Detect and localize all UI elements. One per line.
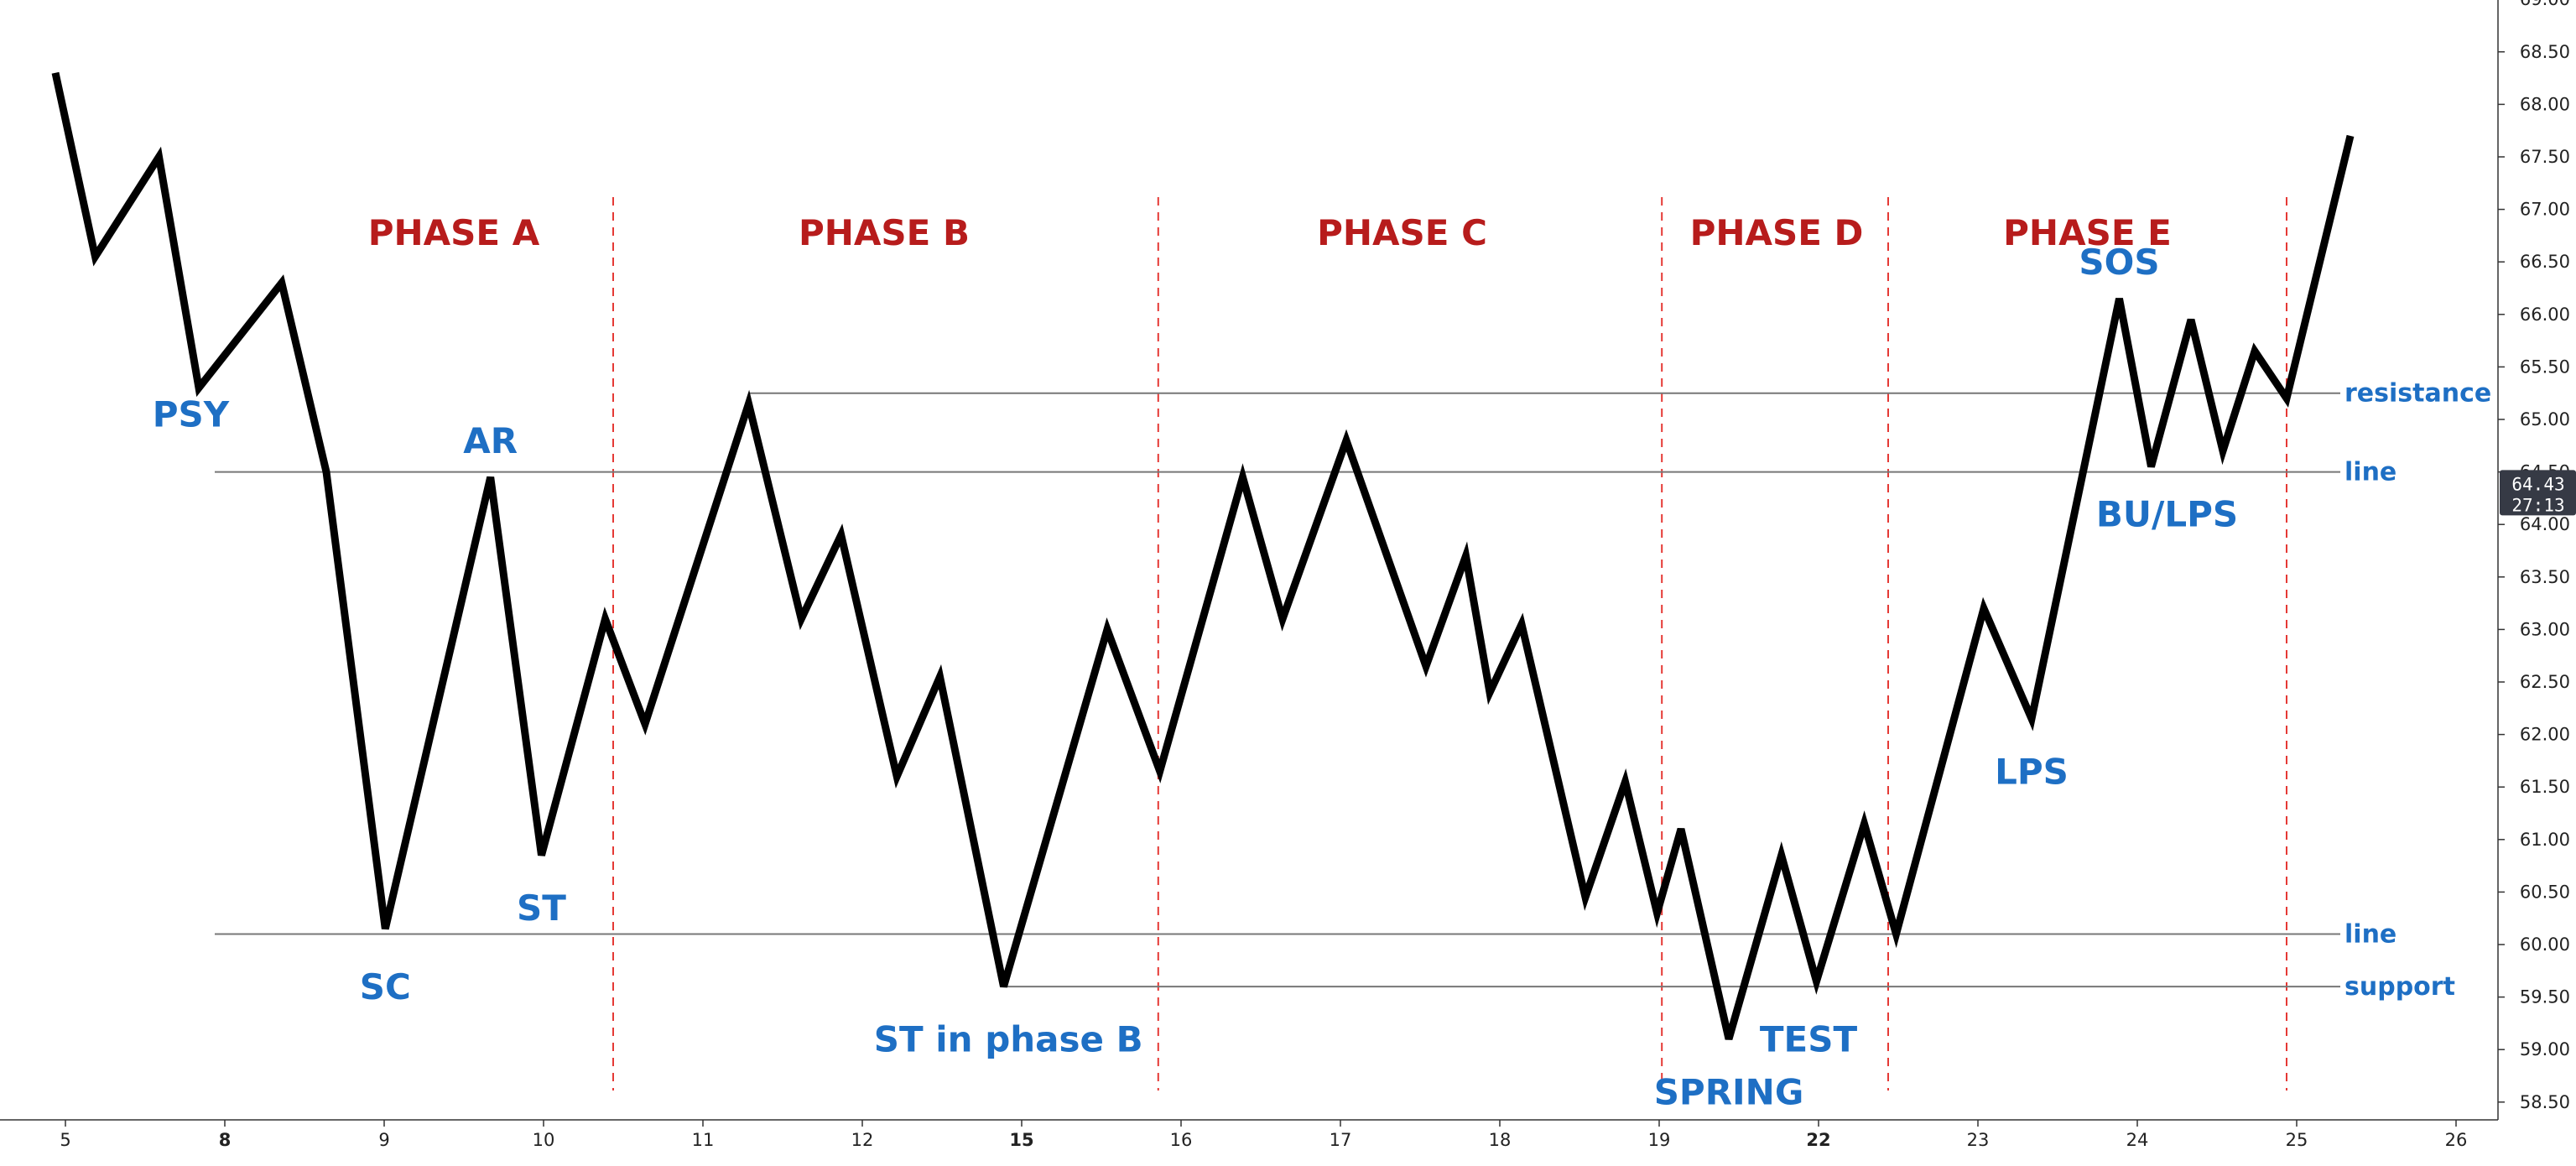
y-tick-label: 67.00 bbox=[2520, 200, 2570, 220]
event-label: ST in phase B bbox=[874, 1019, 1143, 1060]
level-label: resistance bbox=[2344, 379, 2491, 409]
phase-label: PHASE A bbox=[368, 212, 540, 253]
price-line bbox=[51, 71, 2355, 1040]
y-tick-label: 64.00 bbox=[2520, 514, 2570, 534]
x-tick-label: 17 bbox=[1330, 1130, 1352, 1150]
x-tick-label: 11 bbox=[692, 1130, 715, 1150]
y-tick-label: 69.00 bbox=[2520, 0, 2570, 9]
x-tick-label: 10 bbox=[533, 1130, 555, 1150]
y-tick-label: 66.50 bbox=[2520, 252, 2570, 272]
event-label: SPRING bbox=[1654, 1071, 1804, 1112]
price-badge-bg bbox=[2500, 470, 2576, 516]
x-tick-label: 8 bbox=[219, 1130, 232, 1150]
y-tick-label: 63.50 bbox=[2520, 567, 2570, 587]
phase-dividers bbox=[612, 197, 2287, 1091]
event-label: ST bbox=[517, 888, 566, 929]
y-tick-label: 68.50 bbox=[2520, 42, 2570, 62]
x-tick-label: 16 bbox=[1170, 1130, 1193, 1150]
y-axis: 58.50 59.00 59.50 60.00 60.50 61.00 61.50 62.00… bbox=[2497, 0, 2570, 1120]
x-tick-label: 26 bbox=[2445, 1130, 2468, 1150]
level-labels: resistance line line support bbox=[2344, 379, 2491, 1002]
level-label: support bbox=[2344, 972, 2455, 1002]
y-tick-label: 66.00 bbox=[2520, 305, 2570, 325]
event-label: LPS bbox=[1995, 751, 2069, 792]
price-badge-time: 27:13 bbox=[2511, 495, 2564, 515]
x-tick-label: 5 bbox=[60, 1130, 70, 1150]
event-label: PSY bbox=[153, 394, 230, 435]
y-tick-label: 61.50 bbox=[2520, 777, 2570, 797]
y-tick-label: 67.50 bbox=[2520, 147, 2570, 167]
level-label: line bbox=[2344, 458, 2396, 487]
y-tick-label: 65.00 bbox=[2520, 409, 2570, 429]
x-tick-label: 15 bbox=[1009, 1130, 1033, 1150]
phase-label: PHASE D bbox=[1690, 212, 1864, 253]
x-tick-label: 23 bbox=[1967, 1130, 1990, 1150]
x-tick-label: 22 bbox=[1806, 1130, 1830, 1150]
x-tick-label: 25 bbox=[2286, 1130, 2308, 1150]
x-axis: 5 8 9 10 11 12 15 16 17 18 19 22 23 24 25 26 bbox=[0, 1119, 2498, 1150]
event-label: BU/LPS bbox=[2096, 494, 2238, 535]
y-tick-label: 65.50 bbox=[2520, 357, 2570, 377]
level-lines bbox=[215, 392, 2340, 988]
x-tick-label: 24 bbox=[2126, 1130, 2149, 1150]
event-label: SC bbox=[360, 966, 411, 1007]
y-tick-label: 59.50 bbox=[2520, 987, 2570, 1007]
x-tick-labels: 5 8 9 10 11 12 15 16 17 18 19 22 23 24 25 26 bbox=[60, 1120, 2467, 1150]
y-tick-label: 60.50 bbox=[2520, 882, 2570, 902]
event-label: AR bbox=[463, 420, 518, 461]
phase-label: PHASE E bbox=[2003, 212, 2172, 253]
event-labels: PSY AR SC ST ST in phase B SPRING TEST LPS SOS BU… bbox=[153, 242, 2238, 1112]
x-tick-label: 9 bbox=[378, 1130, 389, 1150]
y-tick-label: 61.00 bbox=[2520, 830, 2570, 850]
y-tick-labels: 58.50 59.00 59.50 60.00 60.50 61.00 61.50 62.00… bbox=[2498, 0, 2570, 1112]
y-tick-label: 59.00 bbox=[2520, 1039, 2570, 1059]
phase-labels: PHASE A PHASE B PHASE C PHASE D PHASE E bbox=[368, 212, 2172, 253]
phase-label: PHASE C bbox=[1317, 212, 1487, 253]
x-tick-label: 18 bbox=[1489, 1130, 1512, 1150]
event-label: TEST bbox=[1760, 1019, 1858, 1060]
x-tick-label: 12 bbox=[851, 1130, 874, 1150]
price-badge-value: 64.43 bbox=[2511, 474, 2564, 494]
level-label: line bbox=[2344, 919, 2396, 949]
x-tick-label: 19 bbox=[1648, 1130, 1671, 1150]
phase-label: PHASE B bbox=[799, 212, 970, 253]
event-label: SOS bbox=[2079, 242, 2159, 283]
y-tick-label: 63.00 bbox=[2520, 619, 2570, 639]
y-tick-label: 68.00 bbox=[2520, 94, 2570, 114]
y-tick-label: 62.50 bbox=[2520, 672, 2570, 692]
y-tick-label: 58.50 bbox=[2520, 1092, 2570, 1112]
y-tick-label: 60.00 bbox=[2520, 934, 2570, 955]
y-tick-label: 62.00 bbox=[2520, 725, 2570, 745]
price-badge: 64.43 27:13 bbox=[2500, 470, 2576, 516]
